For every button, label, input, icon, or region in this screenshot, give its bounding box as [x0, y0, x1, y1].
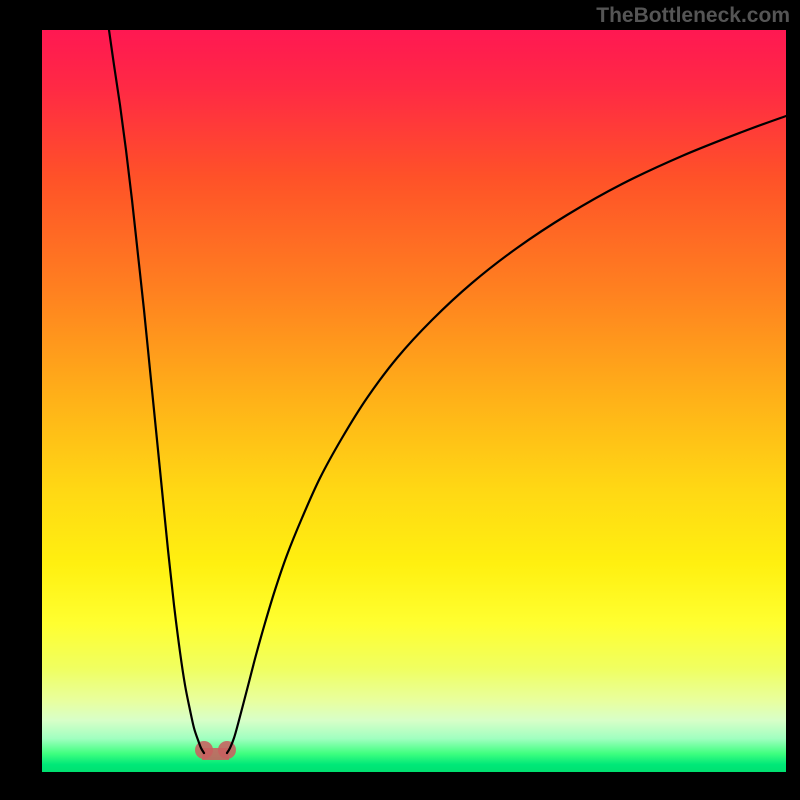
watermark-text: TheBottleneck.com	[596, 4, 790, 28]
chart-frame: TheBottleneck.com	[0, 0, 800, 800]
marker	[202, 748, 229, 760]
frame-border-bottom	[0, 772, 800, 800]
plot-area	[42, 30, 786, 772]
frame-border-right	[786, 0, 800, 800]
plot-svg	[42, 30, 786, 772]
frame-border-left	[0, 0, 42, 800]
